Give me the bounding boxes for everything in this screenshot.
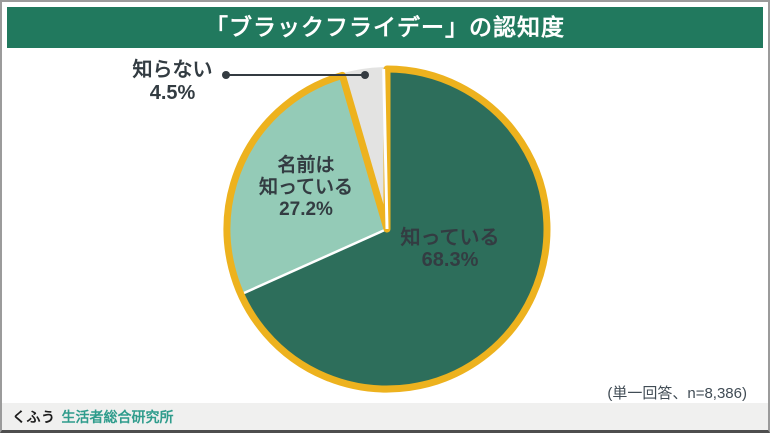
leader-dot-start (222, 71, 230, 79)
footer-org-name: 生活者総合研究所 (61, 408, 174, 425)
pie-label-name-only: 名前は 知っている 27.2% (226, 155, 386, 221)
pie-label-know-pct: 68.3% (421, 249, 479, 271)
pie-gold-outline (223, 65, 551, 393)
slice-separator-line (240, 227, 388, 296)
pie-label-know: 知っている 68.3% (370, 227, 530, 271)
leader-dot-end (361, 71, 369, 79)
chart-title-bar: 「ブラックフライデー」の認知度 (7, 7, 763, 48)
pie-label-know-text: 知っている (400, 227, 500, 249)
pie-label-unknown: 知らない 4.5% (100, 59, 245, 105)
pie-slice-name-only (226, 75, 387, 295)
footer-bar: くふう 生活者総合研究所 (2, 403, 768, 430)
survey-note: (単一回答、n=8,386) (607, 385, 747, 402)
pie-label-unknown-pct: 4.5% (149, 82, 196, 104)
slice-gap-line (382, 69, 389, 230)
pie-label-name-only-text-line1: 名前は (277, 155, 335, 176)
pie-label-unknown-text: 知らない (132, 59, 213, 81)
pie-label-name-only-text-line2: 知っている (258, 177, 354, 198)
footer-brand-kufu: くふう (12, 408, 56, 425)
chart-title: 「ブラックフライデー」の認知度 (205, 14, 565, 40)
pie-slice-know (240, 69, 547, 389)
pie-label-name-only-pct: 27.2% (279, 199, 333, 220)
